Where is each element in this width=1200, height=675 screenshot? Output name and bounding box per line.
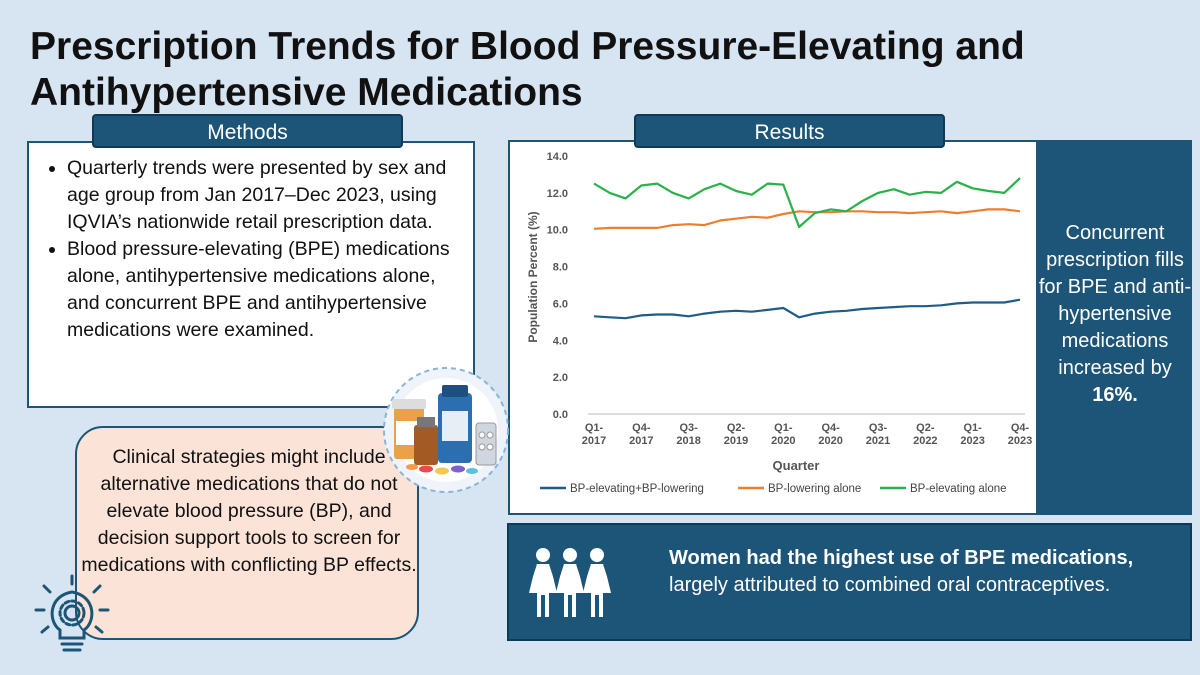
- y-tick-label: 0.0: [553, 409, 568, 421]
- series-line-1: [593, 298, 1021, 320]
- x-tick-label: Q4-2020: [818, 422, 842, 447]
- y-tick-label: 12.0: [547, 188, 568, 200]
- legend-label: BP-elevating alone: [910, 483, 1007, 495]
- women-bold-text: Women had the highest use of BPE medicat…: [669, 547, 1134, 569]
- legend-label: BP-lowering alone: [768, 483, 861, 495]
- methods-panel: Quarterly trends were presented by sex a…: [27, 141, 475, 408]
- results-tab: Results: [634, 114, 945, 148]
- x-tick-label: Q1-2023: [960, 422, 984, 447]
- results-chart-panel: Population Percent (%) Quarter 0.0 2.0 4.0…: [508, 140, 1038, 515]
- series-line-2: [593, 208, 1021, 230]
- strategy-panel: Clinical strategies might include altern…: [75, 426, 419, 640]
- x-tick-label: Q3-2021: [866, 422, 890, 447]
- legend-label: BP-elevating+BP-lowering: [570, 483, 704, 495]
- women-rest-text: largely attributed to combined oral cont…: [669, 574, 1111, 596]
- x-tick-label: Q1-2017: [582, 422, 606, 447]
- stat-panel: Concurrent prescription fills for BPE an…: [1038, 140, 1192, 515]
- x-tick-label: Q2-2022: [913, 422, 937, 447]
- y-tick-label: 6.0: [553, 298, 568, 310]
- methods-bullet: Quarterly trends were presented by sex a…: [67, 155, 461, 236]
- lightbulb-gear-icon: [34, 574, 110, 652]
- methods-bullet: Blood pressure-elevating (BPE) medicatio…: [67, 236, 461, 344]
- women-panel: Women had the highest use of BPE medicat…: [507, 523, 1192, 641]
- x-tick-label: Q3-2018: [676, 422, 700, 447]
- stat-description: Concurrent prescription fills for BPE an…: [1038, 222, 1192, 379]
- y-tick-label: 14.0: [547, 151, 568, 163]
- women-finding-text: Women had the highest use of BPE medicat…: [669, 545, 1169, 599]
- page-title: Prescription Trends for Blood Pressure-E…: [30, 25, 1025, 114]
- x-tick-label: Q1-2020: [771, 422, 795, 447]
- methods-tab: Methods: [92, 114, 403, 148]
- series-line-3: [593, 177, 1021, 229]
- women-group-icon: [528, 548, 612, 617]
- stat-value: 16%.: [1092, 384, 1138, 406]
- x-tick-label: Q2-2019: [724, 422, 748, 447]
- x-axis-label: Quarter: [773, 458, 820, 473]
- y-tick-label: 2.0: [553, 372, 568, 384]
- y-tick-label: 10.0: [547, 225, 568, 237]
- strategy-text: Clinical strategies might include altern…: [81, 446, 417, 576]
- line-chart: Population Percent (%) Quarter 0.0 2.0 4.0…: [526, 151, 1032, 495]
- methods-list: Quarterly trends were presented by sex a…: [29, 143, 473, 344]
- y-tick-label: 8.0: [553, 262, 568, 274]
- medication-bottles-image: [383, 367, 509, 493]
- y-axis-label: Population Percent (%): [526, 211, 540, 342]
- x-tick-label: Q4-2017: [629, 422, 653, 447]
- y-tick-label: 4.0: [553, 335, 568, 347]
- stat-text: Concurrent prescription fills for BPE an…: [1038, 220, 1192, 409]
- x-tick-label: Q4-2023: [1008, 422, 1032, 447]
